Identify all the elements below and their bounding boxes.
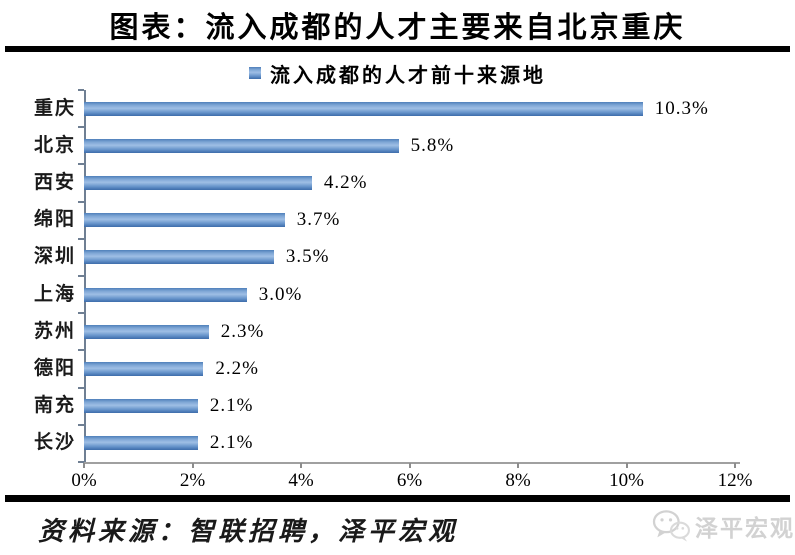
x-tick-label: 12% [717, 470, 753, 491]
bar [84, 324, 209, 339]
watermark: 泽平宏观 [652, 509, 795, 543]
y-axis-tick [78, 312, 84, 315]
y-axis-tick [78, 386, 84, 389]
value-label: 4.2% [323, 172, 368, 193]
x-axis-tick [625, 463, 628, 468]
category-label: 长沙 [33, 432, 76, 454]
watermark-label: 泽平宏观 [695, 516, 795, 541]
x-tick-label: 2% [179, 470, 206, 491]
category-label: 上海 [33, 283, 76, 305]
y-axis-tick [78, 461, 84, 463]
category-label: 西安 [33, 172, 76, 193]
y-axis-tick [78, 126, 84, 129]
legend-marker-icon [249, 67, 261, 79]
bar [84, 250, 274, 265]
y-axis-tick [78, 349, 84, 352]
category-label: 深圳 [33, 246, 76, 268]
x-axis-tick [517, 463, 519, 468]
category-label: 绵阳 [33, 209, 76, 231]
x-axis-tick [408, 463, 411, 468]
x-axis-tick [300, 463, 302, 468]
category-label: 重庆 [33, 97, 76, 119]
y-axis-tick [78, 89, 84, 91]
y-axis-tick [78, 200, 84, 203]
value-label: 10.3% [654, 97, 709, 119]
value-label: 2.2% [215, 358, 259, 379]
legend-label: 流入成都的人才前十来源地 [270, 64, 546, 87]
x-tick-label: 8% [505, 470, 531, 491]
value-label: 2.3% [220, 320, 265, 342]
wechat-icon [652, 509, 690, 543]
bar [84, 362, 204, 376]
category-label: 南充 [33, 395, 76, 417]
top-divider [5, 46, 790, 52]
value-label: 3.7% [296, 209, 341, 231]
x-axis [84, 462, 740, 464]
x-tick-label: 10% [609, 470, 644, 491]
y-axis-tick [78, 275, 84, 277]
x-tick-label: 6% [396, 470, 423, 491]
x-axis-tick [734, 463, 736, 468]
x-axis-tick [191, 463, 194, 468]
value-label: 3.0% [258, 283, 303, 305]
bar [84, 287, 247, 302]
bar [84, 436, 198, 451]
bar [84, 176, 312, 190]
y-axis-tick [78, 163, 84, 166]
bar [84, 101, 643, 116]
value-label: 5.8% [410, 134, 455, 156]
y-axis-tick [78, 423, 84, 426]
x-tick-label: 0% [71, 470, 97, 491]
bar [84, 213, 285, 228]
category-label: 北京 [33, 134, 76, 156]
y-axis-tick [78, 237, 84, 240]
value-label: 2.1% [209, 395, 254, 417]
value-label: 2.1% [209, 432, 254, 454]
x-axis-tick [83, 463, 85, 468]
bar [84, 399, 198, 414]
category-label: 德阳 [33, 358, 76, 379]
y-axis [84, 90, 86, 462]
chart-legend: 流入成都的人才前十来源地 [0, 60, 795, 87]
value-label: 3.5% [285, 246, 330, 268]
x-tick-label: 4% [288, 470, 314, 491]
bottom-divider [5, 495, 790, 502]
source-note: 资料来源：智联招聘，泽平宏观 [38, 517, 459, 546]
page-title: 图表：流入成都的人才主要来自北京重庆 [109, 12, 686, 44]
bar [84, 138, 399, 153]
category-label: 苏州 [33, 320, 76, 342]
